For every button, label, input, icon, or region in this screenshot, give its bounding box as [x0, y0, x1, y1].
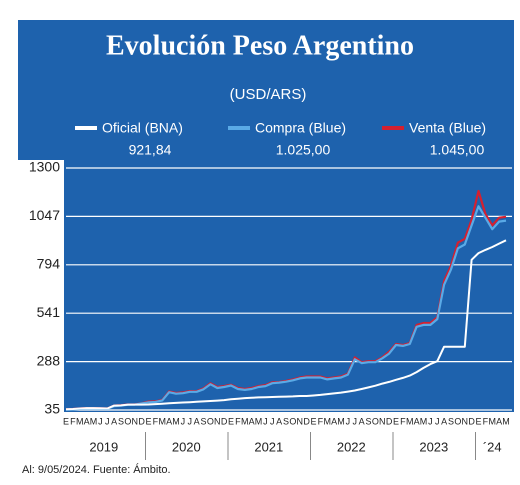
legend-label: Venta (Blue) [409, 120, 486, 136]
x-tick-label: A [194, 416, 200, 426]
x-tick-label: E [310, 416, 316, 426]
legend-value: 921,84 [129, 142, 172, 158]
x-tick-label: F [153, 416, 159, 426]
y-tick-label: 288 [37, 352, 61, 368]
x-tick-label: D [221, 416, 228, 426]
legend-label: Compra (Blue) [255, 120, 346, 136]
x-tick-label: A [441, 416, 447, 426]
x-tick-label: O [372, 416, 379, 426]
series-line [65, 239, 507, 411]
y-tick-label: 1047 [29, 207, 60, 223]
x-tick-label: S [118, 416, 124, 426]
chart-title: Evolución Peso Argentino [106, 30, 414, 61]
x-tick-label: N [297, 416, 304, 426]
x-tick-label: S [365, 416, 371, 426]
x-tick-label: S [200, 416, 206, 426]
legend-value: 1.025,00 [276, 142, 331, 158]
x-tick-label: A [249, 416, 255, 426]
year-label: 2021 [254, 439, 283, 454]
x-tick-label: J [353, 416, 358, 426]
x-tick-label: A [111, 416, 117, 426]
y-tick-label: 1300 [29, 159, 60, 175]
x-tick-label: A [359, 416, 365, 426]
legend-value: 1.045,00 [430, 142, 485, 158]
source: Al: 9/05/2024. Fuente: Ámbito. [22, 463, 171, 476]
x-tick-label: M [324, 416, 332, 426]
x-tick-label: J [435, 416, 440, 426]
x-tick-label: E [393, 416, 399, 426]
y-tick-label: 794 [37, 256, 61, 272]
x-tick-label: N [132, 416, 139, 426]
x-tick-label: A [496, 416, 502, 426]
x-tick-label: O [289, 416, 296, 426]
x-tick-label: J [181, 416, 186, 426]
x-tick-label: A [331, 416, 337, 426]
year-label: 2020 [172, 439, 201, 454]
year-label: ´24 [483, 439, 502, 454]
x-tick-label: M [502, 416, 510, 426]
x-tick-label: J [188, 416, 193, 426]
y-tick-label: 541 [37, 304, 61, 320]
x-tick-label: E [145, 416, 151, 426]
x-tick-label: A [414, 416, 420, 426]
x-tick-label: M [241, 416, 249, 426]
x-tick-label: F [400, 416, 406, 426]
x-tick-label: M [406, 416, 414, 426]
x-tick-label: J [428, 416, 433, 426]
x-tick-label: D [468, 416, 475, 426]
x-tick-label: M [337, 416, 345, 426]
x-tick-label: S [283, 416, 289, 426]
x-tick-label: J [263, 416, 268, 426]
x-tick-label: M [90, 416, 98, 426]
x-tick-label: F [483, 416, 489, 426]
x-tick-label: N [214, 416, 221, 426]
subtitle: (USD/ARS) [230, 86, 307, 103]
x-tick-label: N [462, 416, 469, 426]
x-tick-label: F [235, 416, 241, 426]
x-tick-label: A [166, 416, 172, 426]
x-tick-label: F [70, 416, 76, 426]
x-tick-label: D [386, 416, 393, 426]
x-tick-label: O [454, 416, 461, 426]
x-tick-label: J [270, 416, 275, 426]
x-tick-label: O [207, 416, 214, 426]
y-tick-label: 35 [44, 401, 60, 417]
year-label: 2022 [337, 439, 366, 454]
x-tick-label: J [98, 416, 103, 426]
x-tick-label: J [105, 416, 110, 426]
legend-label: Oficial (BNA) [102, 120, 183, 136]
x-tick-label: A [84, 416, 90, 426]
year-label: 2019 [89, 439, 118, 454]
x-tick-label: M [172, 416, 180, 426]
panel [18, 20, 514, 465]
x-tick-label: M [255, 416, 263, 426]
x-tick-label: E [63, 416, 69, 426]
x-tick-label: F [318, 416, 324, 426]
x-tick-label: E [475, 416, 481, 426]
x-tick-label: D [303, 416, 310, 426]
x-tick-label: M [489, 416, 497, 426]
y-axis-band [18, 160, 64, 412]
x-tick-label: D [138, 416, 145, 426]
x-tick-label: J [346, 416, 351, 426]
x-tick-label: S [448, 416, 454, 426]
x-tick-label: M [420, 416, 428, 426]
x-tick-label: N [379, 416, 386, 426]
x-tick-label: O [124, 416, 131, 426]
x-tick-label: M [159, 416, 167, 426]
x-tick-label: A [276, 416, 282, 426]
year-label: 2023 [419, 439, 448, 454]
x-tick-label: M [76, 416, 84, 426]
x-tick-label: E [228, 416, 234, 426]
x-axis-band [18, 412, 514, 465]
